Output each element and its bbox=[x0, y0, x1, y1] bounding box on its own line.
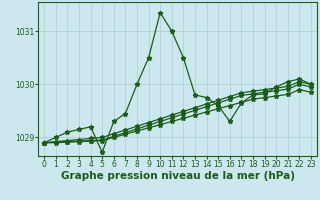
X-axis label: Graphe pression niveau de la mer (hPa): Graphe pression niveau de la mer (hPa) bbox=[60, 171, 295, 181]
